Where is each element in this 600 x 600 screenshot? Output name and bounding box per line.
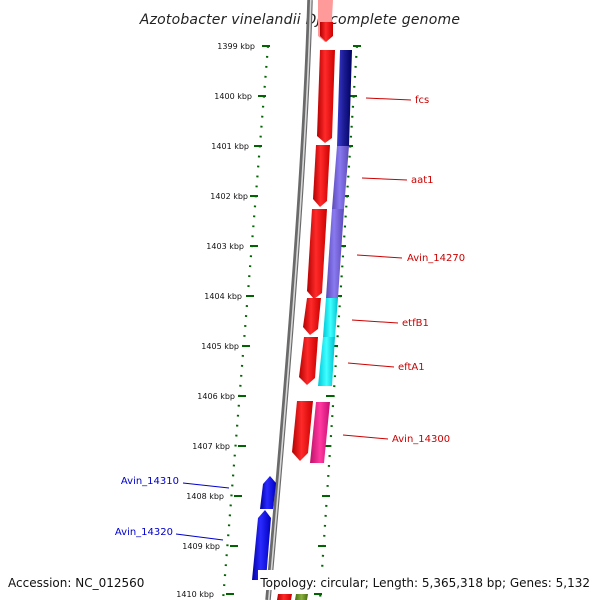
map-title: Azotobacter vinelandii DJ, complete geno…: [139, 12, 460, 28]
gene-aat1: [332, 146, 349, 209]
gene-arrow-red-1: [317, 50, 335, 143]
genome-backbone: [265, 0, 313, 600]
gene-avin-14270: [326, 209, 344, 298]
forward-gene-track: [277, 0, 335, 600]
tick-labels: 1399 kbp 1400 kbp 1401 kbp 1402 kbp 1403…: [176, 42, 255, 599]
tick-label: 1399 kbp: [217, 42, 255, 51]
gene-avin-14300: [310, 402, 330, 463]
gene-label-avin-14310[interactable]: Avin_14310: [121, 476, 179, 487]
genome-backbone-highlight: [268, 0, 312, 600]
gene-arrow-red-6: [292, 401, 313, 461]
tick-label: 1407 kbp: [192, 442, 230, 451]
gene-fcs: [337, 50, 352, 146]
gene-labels: fcs aat1 Avin_14270 etfB1 eftA1 Avin_143…: [115, 95, 465, 538]
callout-line-etfb1: [351, 319, 399, 324]
callout-line-avin-14300: [342, 434, 389, 440]
gene-label-fcs[interactable]: fcs: [415, 95, 429, 106]
tick-label: 1403 kbp: [206, 242, 244, 251]
reverse-gene-track: [295, 50, 352, 600]
gene-arrow-red-3: [307, 209, 327, 299]
callout-line-avin-14310: [182, 482, 230, 489]
gene-label-avin-14320[interactable]: Avin_14320: [115, 527, 173, 538]
callout-line-fcs: [365, 97, 412, 101]
tick-label: 1405 kbp: [201, 342, 239, 351]
gene-arrow-red-bottom: [277, 594, 292, 600]
tick-label: 1409 kbp: [182, 542, 220, 551]
gene-efta1: [318, 337, 335, 386]
gene-avin-14320: [252, 510, 271, 580]
footer-backdrop-right: [258, 570, 600, 590]
gene-arrow-red-5: [299, 337, 318, 385]
callout-line-efta1: [347, 362, 395, 368]
callout-lines: [175, 97, 412, 541]
callout-line-aat1: [361, 177, 408, 181]
gene-arrow-red-4: [303, 298, 321, 335]
gene-label-etfb1[interactable]: etfB1: [402, 318, 429, 329]
tick-label: 1408 kbp: [186, 492, 224, 501]
gene-avin-14310: [260, 476, 276, 509]
gene-label-avin-14300[interactable]: Avin_14300: [392, 434, 450, 445]
tick-label: 1406 kbp: [197, 392, 235, 401]
tick-label: 1402 kbp: [210, 192, 248, 201]
topology-text: Topology: circular; Length: 5,365,318 bp…: [259, 576, 590, 590]
gene-arrow-top-red: [320, 22, 333, 42]
gene-etfb1: [323, 298, 338, 337]
gene-arrow-red-2: [313, 145, 330, 207]
tick-label: 1400 kbp: [214, 92, 252, 101]
callout-line-avin-14270: [356, 254, 403, 259]
callout-line-avin-14320: [175, 533, 224, 541]
gene-label-avin-14270[interactable]: Avin_14270: [407, 253, 465, 264]
left-gene-track: [252, 476, 276, 580]
tick-label: 1404 kbp: [204, 292, 242, 301]
tick-label: 1401 kbp: [211, 142, 249, 151]
tick-label: 1410 kbp: [176, 590, 214, 599]
accession-text: Accession: NC_012560: [8, 576, 144, 590]
gene-label-efta1[interactable]: eftA1: [398, 362, 425, 373]
gene-olive-bottom: [295, 594, 308, 600]
gene-label-aat1[interactable]: aat1: [411, 175, 434, 186]
